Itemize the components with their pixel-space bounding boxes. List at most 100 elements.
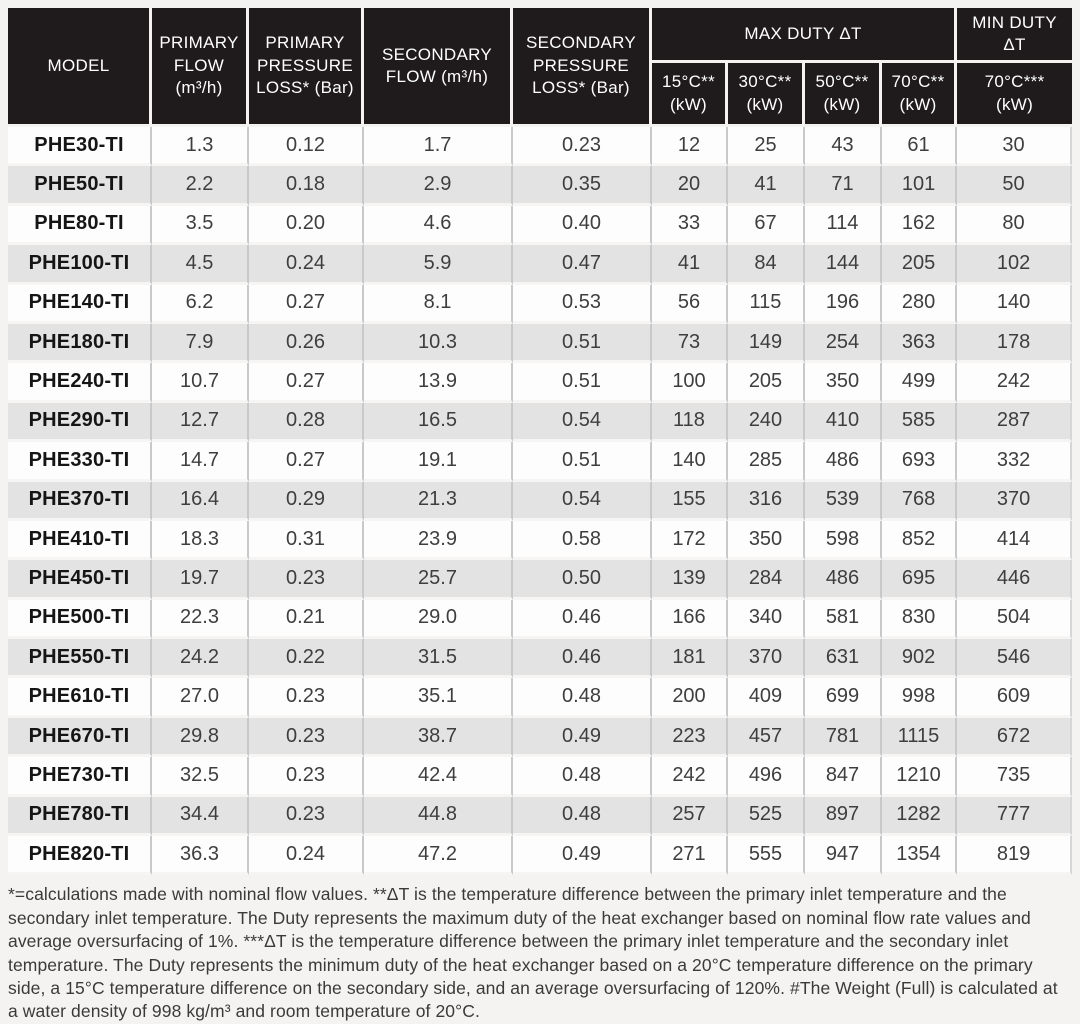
value-cell: 32.5 [152,757,249,797]
value-cell: 41 [652,245,728,285]
value-cell: 777 [957,796,1073,837]
value-cell: 13.9 [364,363,513,403]
value-cell: 546 [957,639,1073,679]
value-cell: 598 [805,520,882,561]
value-cell: 2.2 [152,166,249,206]
value-cell: 4.6 [364,205,513,246]
value-cell: 0.31 [249,520,364,561]
value-cell: 14.7 [152,442,249,482]
model-cell: PHE780-TI [8,796,152,837]
value-cell: 242 [652,757,728,797]
value-cell: 446 [957,560,1073,600]
model-cell: PHE80-TI [8,205,152,246]
value-cell: 695 [882,560,958,600]
value-cell: 101 [882,166,958,206]
value-cell: 1115 [882,717,958,758]
value-cell: 35.1 [364,678,513,718]
table-row: PHE500-TI 22.3 0.21 29.0 0.46 166 340 581 830 504 [8,599,1073,640]
model-cell: PHE370-TI [8,481,152,521]
value-cell: 44.8 [364,796,513,837]
table-row: PHE100-TI 4.5 0.24 5.9 0.47 41 84 144 205 102 [8,245,1073,285]
value-cell: 80 [957,205,1073,246]
value-cell: 43 [805,127,882,167]
value-cell: 67 [728,205,805,246]
value-cell: 25 [728,127,805,167]
value-cell: 409 [728,678,805,718]
table-row: PHE550-TI 24.2 0.22 31.5 0.46 181 370 631 902 546 [8,639,1073,679]
model-cell: PHE820-TI [8,836,152,876]
value-cell: 897 [805,796,882,837]
model-cell: PHE450-TI [8,560,152,600]
table-row: PHE450-TI 19.7 0.23 25.7 0.50 139 284 486 695 446 [8,560,1073,600]
table-row: PHE610-TI 27.0 0.23 35.1 0.48 200 409 699 998 609 [8,678,1073,718]
value-cell: 240 [728,402,805,443]
value-cell: 0.51 [513,363,652,403]
table-body: PHE30-TI 1.3 0.12 1.7 0.23 12 25 43 61 30 PHE50-TI… [8,127,1073,876]
col-header-model: MODEL [8,8,152,127]
group-header-min-duty: MIN DUTY ΔT [957,8,1073,63]
value-cell: 10.3 [364,323,513,364]
value-cell: 114 [805,205,882,246]
value-cell: 0.26 [249,323,364,364]
value-cell: 118 [652,402,728,443]
value-cell: 41 [728,166,805,206]
value-cell: 254 [805,323,882,364]
value-cell: 242 [957,363,1073,403]
value-cell: 363 [882,323,958,364]
value-cell: 0.20 [249,205,364,246]
model-cell: PHE410-TI [8,520,152,561]
value-cell: 0.54 [513,402,652,443]
value-cell: 0.23 [249,757,364,797]
model-cell: PHE180-TI [8,323,152,364]
value-cell: 6.2 [152,284,249,324]
value-cell: 73 [652,323,728,364]
sub-header-max-duty-50c: 50°C** (kW) [805,63,882,127]
value-cell: 284 [728,560,805,600]
value-cell: 0.51 [513,442,652,482]
value-cell: 25.7 [364,560,513,600]
value-cell: 4.5 [152,245,249,285]
value-cell: 672 [957,717,1073,758]
value-cell: 166 [652,599,728,640]
model-cell: PHE610-TI [8,678,152,718]
value-cell: 410 [805,402,882,443]
value-cell: 340 [728,599,805,640]
table-row: PHE410-TI 18.3 0.31 23.9 0.58 172 350 598 852 414 [8,520,1073,561]
spec-table: MODEL PRIMARY FLOW (m³/h) PRIMARY PRESSU… [8,8,1073,876]
value-cell: 735 [957,757,1073,797]
value-cell: 100 [652,363,728,403]
value-cell: 205 [728,363,805,403]
value-cell: 581 [805,599,882,640]
sub-header-min-duty-70c: 70°C*** (kW) [957,63,1073,127]
value-cell: 140 [957,284,1073,324]
table-row: PHE330-TI 14.7 0.27 19.1 0.51 140 285 486 693 332 [8,442,1073,482]
value-cell: 271 [652,836,728,876]
value-cell: 0.23 [249,560,364,600]
value-cell: 196 [805,284,882,324]
value-cell: 414 [957,520,1073,561]
value-cell: 115 [728,284,805,324]
value-cell: 0.50 [513,560,652,600]
value-cell: 998 [882,678,958,718]
sub-header-max-duty-70c: 70°C** (kW) [882,63,958,127]
value-cell: 457 [728,717,805,758]
value-cell: 1.7 [364,127,513,167]
value-cell: 3.5 [152,205,249,246]
value-cell: 699 [805,678,882,718]
value-cell: 316 [728,481,805,521]
table-row: PHE730-TI 32.5 0.23 42.4 0.48 242 496 847 1210 73… [8,757,1073,797]
value-cell: 16.4 [152,481,249,521]
value-cell: 30 [957,127,1073,167]
model-cell: PHE50-TI [8,166,152,206]
value-cell: 0.27 [249,284,364,324]
value-cell: 19.7 [152,560,249,600]
value-cell: 10.7 [152,363,249,403]
value-cell: 31.5 [364,639,513,679]
group-header-max-duty: MAX DUTY ΔT [652,8,958,63]
value-cell: 0.23 [249,717,364,758]
value-cell: 0.21 [249,599,364,640]
value-cell: 19.1 [364,442,513,482]
table-row: PHE240-TI 10.7 0.27 13.9 0.51 100 205 350 499 242 [8,363,1073,403]
value-cell: 0.27 [249,442,364,482]
col-header-secondary-pressure-loss: SECONDARY PRESSURE LOSS* (Bar) [513,8,652,127]
